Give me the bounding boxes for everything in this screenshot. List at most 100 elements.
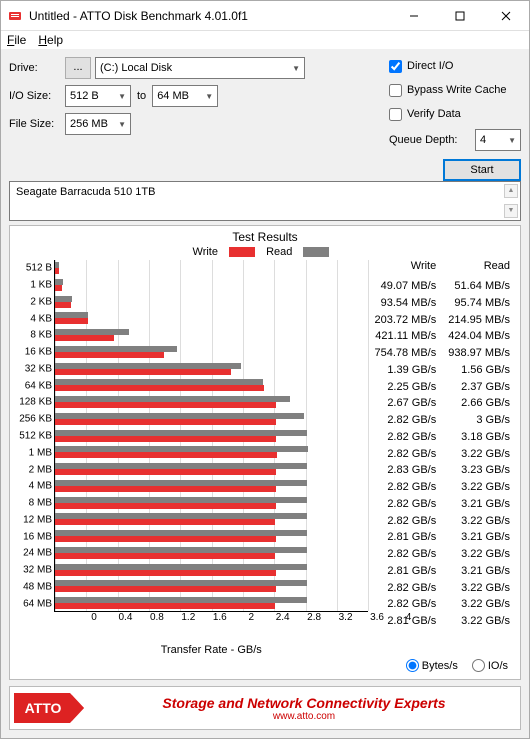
legend-write-swatch [229, 247, 255, 257]
write-bar [55, 536, 276, 542]
bypass-cache-checkbox[interactable]: Bypass Write Cache [389, 81, 521, 99]
data-value: 3.22 GB/s [448, 513, 510, 530]
ytick-label: 4 MB [14, 481, 52, 492]
direct-io-checkbox[interactable]: Direct I/O [389, 57, 521, 75]
xtick-label: 0.8 [150, 612, 164, 623]
legend-read-swatch [303, 247, 329, 257]
ytick-label: 16 MB [14, 531, 52, 542]
drive-label: Drive: [9, 62, 65, 74]
window-title: Untitled - ATTO Disk Benchmark 4.01.0f1 [29, 9, 391, 23]
atto-logo: ATTO [14, 693, 84, 723]
drive-value: (C:) Local Disk [100, 62, 172, 74]
data-value: 3.22 GB/s [448, 596, 510, 613]
start-button[interactable]: Start [443, 159, 521, 181]
verify-data-checkbox[interactable]: Verify Data [389, 105, 521, 123]
bar-row [55, 411, 368, 428]
data-value: 3.22 GB/s [448, 580, 510, 597]
write-bar [55, 452, 277, 458]
write-bar [55, 570, 276, 576]
ytick-label: 128 KB [14, 397, 52, 408]
minimize-button[interactable] [391, 1, 437, 31]
bar-row [55, 495, 368, 512]
write-bar [55, 586, 276, 592]
bar-row [55, 294, 368, 311]
footer: ATTO Storage and Network Connectivity Ex… [9, 686, 521, 730]
description-down-button[interactable]: ▼ [504, 204, 518, 218]
filesize-label: File Size: [9, 118, 65, 130]
data-value: 2.81 GB/s [374, 563, 436, 580]
units-io-radio[interactable]: IO/s [472, 659, 508, 672]
data-value: 3.21 GB/s [448, 496, 510, 513]
ytick-label: 256 KB [14, 414, 52, 425]
bar-row [55, 511, 368, 528]
write-bar [55, 268, 59, 274]
data-value: 214.95 MB/s [448, 312, 510, 329]
bar-row [55, 277, 368, 294]
ytick-label: 24 MB [14, 548, 52, 559]
ytick-label: 12 MB [14, 514, 52, 525]
bar-row [55, 260, 368, 277]
bar-row [55, 478, 368, 495]
filesize-select[interactable]: 256 MB▼ [65, 113, 131, 135]
ytick-label: 48 MB [14, 581, 52, 592]
data-value: 2.82 GB/s [374, 496, 436, 513]
ytick-label: 2 MB [14, 464, 52, 475]
write-bar [55, 402, 276, 408]
titlebar: Untitled - ATTO Disk Benchmark 4.01.0f1 [1, 1, 529, 31]
queue-depth-select[interactable]: 4▼ [475, 129, 521, 151]
bar-row [55, 310, 368, 327]
xtick-label: 2.8 [307, 612, 321, 623]
write-bar [55, 352, 164, 358]
xtick-label: 0 [91, 612, 97, 623]
queue-depth-label: Queue Depth: [389, 134, 475, 146]
maximize-button[interactable] [437, 1, 483, 31]
write-bar [55, 603, 275, 609]
drive-select[interactable]: (C:) Local Disk ▼ [95, 57, 305, 79]
data-value: 2.25 GB/s [374, 379, 436, 396]
menu-file[interactable]: File [7, 33, 26, 47]
data-value: 2.67 GB/s [374, 395, 436, 412]
units-bytes-radio[interactable]: Bytes/s [406, 659, 458, 672]
data-value: 421.11 MB/s [374, 328, 436, 345]
ytick-label: 16 KB [14, 347, 52, 358]
bar-row [55, 461, 368, 478]
legend-read-label: Read [266, 246, 292, 258]
menu-help[interactable]: Help [38, 33, 63, 47]
xtick-label: 4 [406, 612, 412, 623]
ytick-label: 1 MB [14, 447, 52, 458]
xtick-label: 3.6 [370, 612, 384, 623]
bar-row [55, 562, 368, 579]
data-value: 3.22 GB/s [448, 546, 510, 563]
description-up-button[interactable]: ▲ [504, 184, 518, 198]
iosize-label: I/O Size: [9, 90, 65, 102]
description-box[interactable]: Seagate Barracuda 510 1TB ▲ ▼ [9, 181, 521, 221]
data-value: 3.22 GB/s [448, 613, 510, 630]
bar-row [55, 344, 368, 361]
write-bar [55, 553, 275, 559]
xtick-label: 1.2 [181, 612, 195, 623]
iosize-from-select[interactable]: 512 B▼ [65, 85, 131, 107]
write-bar [55, 318, 88, 324]
ytick-label: 2 KB [14, 296, 52, 307]
description-text: Seagate Barracuda 510 1TB [16, 186, 155, 198]
iosize-to-select[interactable]: 64 MB▼ [152, 85, 218, 107]
results-title: Test Results [14, 230, 516, 244]
write-bar [55, 335, 114, 341]
data-value: 2.82 GB/s [374, 513, 436, 530]
data-value: 2.82 GB/s [374, 546, 436, 563]
xtick-label: 0.4 [118, 612, 132, 623]
data-value: 2.82 GB/s [374, 596, 436, 613]
close-button[interactable] [483, 1, 529, 31]
xaxis-title: Transfer Rate - GB/s [54, 644, 368, 656]
write-bar [55, 469, 276, 475]
menubar: File Help [1, 31, 529, 49]
ytick-label: 32 MB [14, 565, 52, 576]
data-value: 2.37 GB/s [448, 379, 510, 396]
data-value: 51.64 MB/s [448, 278, 510, 295]
write-bar [55, 285, 62, 291]
chevron-down-icon: ▼ [292, 64, 300, 73]
data-table: Write49.07 MB/s93.54 MB/s203.72 MB/s421.… [368, 260, 516, 656]
footer-url: www.atto.com [92, 711, 516, 722]
drive-browse-button[interactable]: ... [65, 57, 91, 79]
footer-tagline: Storage and Network Connectivity Experts [92, 695, 516, 711]
